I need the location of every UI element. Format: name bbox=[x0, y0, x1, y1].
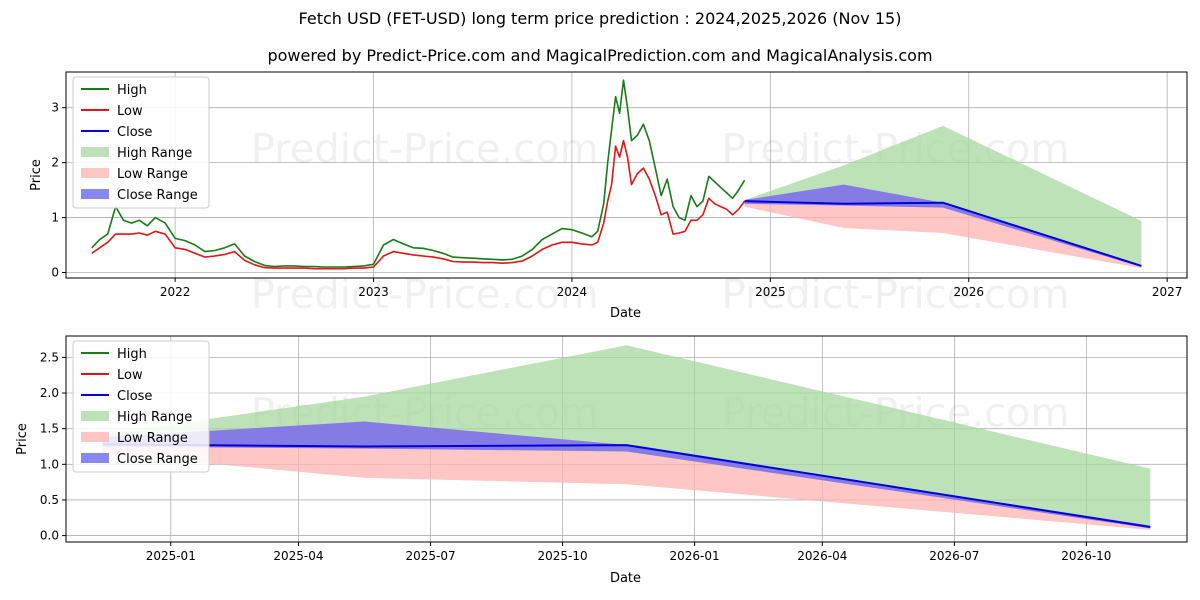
legend-label: Close bbox=[117, 125, 152, 140]
legend-label: Low Range bbox=[117, 167, 188, 182]
watermark-text: Predict-Price.com bbox=[722, 272, 1070, 318]
legend-label: High bbox=[117, 347, 147, 362]
y-axis-label: Price bbox=[15, 423, 30, 455]
bottom-chart: Predict-Price.comPredict-Price.com2025-0… bbox=[15, 335, 1188, 586]
legend-label: High Range bbox=[117, 146, 192, 161]
legend-area-swatch bbox=[81, 168, 109, 178]
x-tick-label: 2025-04 bbox=[273, 549, 323, 563]
x-tick-label: 2026 bbox=[953, 285, 984, 299]
close-series-line bbox=[744, 200, 1142, 267]
legend-label: High bbox=[117, 83, 147, 98]
legend: High Low Close High Range Low Range Close Ran… bbox=[72, 340, 210, 473]
close-range-area bbox=[744, 184, 1142, 268]
plot-frame bbox=[65, 335, 1188, 543]
watermark-text: Predict-Price.com bbox=[251, 127, 599, 173]
high-range-area bbox=[744, 125, 1142, 268]
high-series-line bbox=[91, 79, 746, 268]
x-tick-label: 2026-07 bbox=[929, 549, 979, 563]
y-tick-label: 2.5 bbox=[40, 350, 59, 364]
high-range-area bbox=[102, 345, 1151, 529]
x-tick-label: 2027 bbox=[1152, 285, 1183, 299]
x-axis-label: Date bbox=[610, 571, 641, 586]
y-tick-label: 3 bbox=[51, 101, 59, 115]
legend-label: High Range bbox=[117, 410, 192, 425]
chart-subtitle: powered by Predict-Price.com and Magical… bbox=[267, 46, 933, 65]
x-tick-label: 2025 bbox=[755, 285, 786, 299]
legend-area-swatch bbox=[81, 432, 109, 442]
legend-area-swatch bbox=[81, 189, 109, 199]
legend: High Low Close High Range Low Range Close Ran… bbox=[72, 76, 210, 209]
x-tick-label: 2025-10 bbox=[537, 549, 587, 563]
x-tick-label: 2024 bbox=[557, 285, 588, 299]
y-tick-label: 0.0 bbox=[40, 529, 59, 543]
legend-label: Close Range bbox=[117, 452, 198, 467]
x-tick-label: 2026-10 bbox=[1061, 549, 1111, 563]
close-range-area bbox=[102, 421, 1151, 529]
y-tick-label: 1.5 bbox=[40, 422, 59, 436]
y-tick-label: 0.5 bbox=[40, 493, 59, 507]
y-tick-label: 1 bbox=[51, 211, 59, 225]
y-tick-label: 2 bbox=[51, 156, 59, 170]
top-chart: Predict-Price.com Predict-Price.com Predic… bbox=[29, 71, 1188, 321]
low-series-line bbox=[91, 139, 746, 270]
x-axis-label: Date bbox=[610, 306, 641, 321]
legend-label: Low Range bbox=[117, 431, 188, 446]
x-tick-label: 2026-01 bbox=[670, 549, 720, 563]
y-tick-label: 0 bbox=[51, 266, 59, 280]
y-tick-label: 2.0 bbox=[40, 386, 59, 400]
legend-area-swatch bbox=[81, 453, 109, 463]
x-tick-label: 2022 bbox=[160, 285, 191, 299]
legend-label: Close bbox=[117, 389, 152, 404]
chart-title: Fetch USD (FET-USD) long term price pred… bbox=[298, 9, 902, 28]
legend-label: Close Range bbox=[117, 188, 198, 203]
x-tick-label: 2025-07 bbox=[405, 549, 455, 563]
x-tick-label: 2025-01 bbox=[146, 549, 196, 563]
close-series-line bbox=[102, 443, 1151, 528]
y-axis-label: Price bbox=[29, 159, 44, 191]
y-tick-label: 1.0 bbox=[40, 457, 59, 471]
plot-frame bbox=[65, 71, 1188, 279]
x-tick-label: 2023 bbox=[358, 285, 389, 299]
legend-area-swatch bbox=[81, 411, 109, 421]
legend-area-swatch bbox=[81, 147, 109, 157]
legend-label: Low bbox=[117, 368, 143, 383]
x-tick-label: 2026-04 bbox=[797, 549, 847, 563]
legend-label: Low bbox=[117, 104, 143, 119]
watermark-text: Predict-Price.com bbox=[251, 272, 599, 318]
